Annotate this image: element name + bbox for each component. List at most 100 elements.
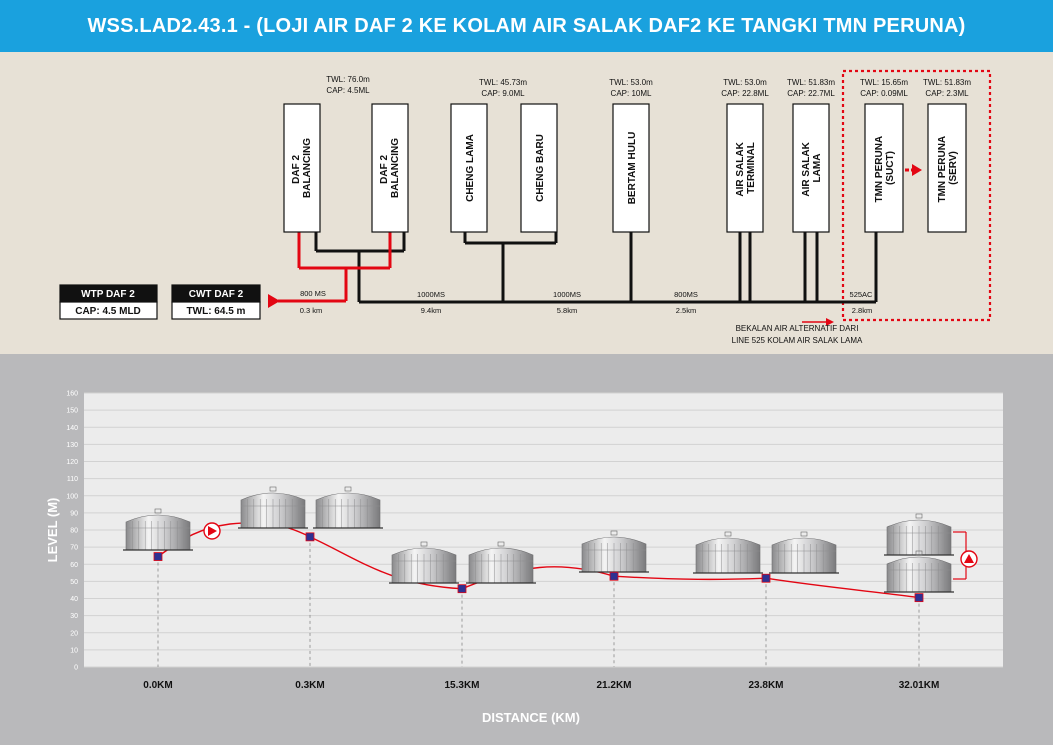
tank-twl: TWL: 51.83m [787, 78, 835, 87]
tank-name: CHENG LAMA [465, 134, 476, 202]
x-tick-label: 21.2KM [596, 680, 631, 691]
x-axis-labels: 0.0KM 0.3KM 15.3KM 21.2KM 23.8KM 32.01KM [143, 680, 939, 691]
schematic-panel: WTP DAF 2 CAP: 4.5 MLD CWT DAF 2 TWL: 64… [0, 52, 1053, 354]
y-tick-label: 130 [66, 442, 78, 449]
tank-daf2-balancing-1: DAF 2 BALANCING TWL: 76.0m CAP: 4.5ML [283, 75, 370, 233]
schematic-svg: WTP DAF 2 CAP: 4.5 MLD CWT DAF 2 TWL: 64… [59, 69, 992, 345]
svg-text:AIR SALAK LAMA: AIR SALAK LAMA [801, 139, 823, 196]
y-tick-label: 60 [70, 562, 78, 569]
svg-text:AIR SALAK TERMINAL: AIR SALAK TERMINAL [735, 139, 757, 196]
svg-text:TMN PERUNA (SUCT): TMN PERUNA (SUCT) [874, 133, 896, 202]
level-marker [914, 593, 924, 603]
y-tick-label: 110 [67, 476, 78, 483]
alternative-arrow-icon [826, 318, 834, 326]
pipe-size: 1000MS [417, 290, 445, 299]
booster-pump-icon [960, 550, 978, 568]
transfer-arrow-icon [912, 164, 922, 176]
tank-label-line1: DAF 2 [291, 155, 302, 184]
level-marker [761, 573, 771, 583]
pipe-length: 5.8km [557, 306, 577, 315]
gridlines [84, 392, 1003, 668]
tank-cheng-lama [389, 541, 459, 584]
tank-cheng-lama: CHENG LAMA TWL: 45.73m CAP: 9.0ML [450, 78, 527, 233]
tank-cap: CAP: 22.8ML [721, 89, 769, 98]
tank-bertam-hulu: BERTAM HULU TWL: 53.0m CAP: 10ML [609, 78, 653, 233]
pipe-length: 9.4km [421, 306, 441, 315]
tank-cap: CAP: 0.09ML [860, 89, 908, 98]
tank-cap: CAP: 9.0ML [481, 89, 525, 98]
tank-air-salak-terminal: AIR SALAK TERMINAL TWL: 53.0m CAP: 22.8M… [721, 78, 769, 233]
y-tick-label: 40 [70, 596, 78, 603]
tank-tmn-peruna-serv: TMN PERUNA (SERV) TWL: 51.83m CAP: 2.3ML [923, 78, 971, 233]
y-tick-label: 80 [70, 528, 78, 535]
pipe-length: 2.5km [676, 306, 696, 315]
tank-twl: TWL: 15.65m [860, 78, 908, 87]
svg-text:DAF 2 BALANCING: DAF 2 BALANCING [379, 138, 401, 198]
inlet-pipe-network [278, 232, 392, 303]
pipe-size: 800 MS [300, 289, 326, 298]
tank-tmn-peruna-suct [884, 550, 954, 593]
cwt-box: CWT DAF 2 TWL: 64.5 m [171, 284, 261, 320]
tank-cheng-baru [466, 541, 536, 584]
tank-tmn-peruna-suct: TMN PERUNA (SUCT) TWL: 15.65m CAP: 0.09M… [860, 78, 908, 233]
y-tick-label: 120 [66, 459, 78, 466]
tank-name: BERTAM HULU [627, 132, 638, 205]
tank-daf2 [123, 508, 193, 551]
pipe-size: 1000MS [553, 290, 581, 299]
y-tick-label: 50 [70, 579, 78, 586]
y-tick-label: 90 [70, 510, 78, 517]
pipe-labels: 800 MS 0.3 km 1000MS 9.4km 1000MS 5.8km … [300, 289, 873, 315]
tank-twl: TWL: 53.0m [723, 78, 767, 87]
pump-icon [203, 522, 221, 540]
alternative-note-line1: BEKALAN AIR ALTERNATIF DARI [736, 324, 859, 333]
tank-twl: TWL: 76.0m [326, 75, 370, 84]
y-tick-label: 30 [70, 613, 78, 620]
alternative-note-line2: LINE 525 KOLAM AIR SALAK LAMA [732, 336, 863, 345]
pipe-size: 800MS [674, 290, 698, 299]
tank-twl: TWL: 53.0m [609, 78, 653, 87]
y-tick-label: 150 [66, 408, 78, 415]
tank-tmn-peruna-serv [884, 513, 954, 556]
level-marker [457, 584, 467, 594]
tank-air-salak-lama [769, 531, 839, 574]
x-tick-label: 0.3KM [295, 680, 324, 691]
pipe-length: 0.3 km [300, 306, 323, 315]
x-tick-label: 15.3KM [444, 680, 479, 691]
tank-air-salak-terminal [693, 531, 763, 574]
wtp-box: WTP DAF 2 CAP: 4.5 MLD [59, 284, 158, 320]
pump-arrow-icon [268, 294, 280, 308]
x-tick-label: 32.01KM [899, 680, 940, 691]
y-tick-label: 70 [70, 545, 78, 552]
svg-text:DAF 2 BALANCING: DAF 2 BALANCING [291, 138, 313, 198]
tank-bertam-hulu [579, 530, 649, 573]
wtp-capacity: CAP: 4.5 MLD [75, 306, 141, 317]
x-axis-title: DISTANCE (KM) [482, 710, 580, 725]
tank-twl: TWL: 51.83m [923, 78, 971, 87]
tank-cap: CAP: 22.7ML [787, 89, 835, 98]
level-marker [153, 552, 163, 561]
tank-cap: CAP: 10ML [611, 89, 652, 98]
x-tick-label: 23.8KM [748, 680, 783, 691]
level-marker [609, 571, 619, 581]
level-marker [305, 532, 315, 542]
tank-name: CHENG BARU [535, 134, 546, 202]
main-pipe-network [314, 232, 878, 304]
tank-daf2-balancing-2 [313, 486, 383, 529]
tank-daf2-balancing-1 [238, 486, 308, 529]
y-tick-label: 160 [66, 391, 78, 398]
tank-air-salak-lama: AIR SALAK LAMA TWL: 51.83m CAP: 22.7ML [787, 78, 835, 233]
tank-cap: CAP: 4.5ML [326, 86, 370, 95]
level-markers [153, 532, 924, 603]
y-tick-label: 0 [74, 665, 78, 672]
cwt-name: CWT DAF 2 [189, 289, 244, 300]
tank-daf2-balancing-2: DAF 2 BALANCING [371, 103, 409, 233]
tank-label-line2: BALANCING [302, 138, 313, 198]
y-axis-ticks: 0 10 20 30 40 50 60 70 80 90 100 110 120 130 140 150 160 [66, 391, 78, 672]
tank-twl: TWL: 45.73m [479, 78, 527, 87]
y-tick-label: 140 [66, 425, 78, 432]
y-axis-title: LEVEL (M) [45, 498, 60, 563]
svg-text:TMN PERUNA (SERV): TMN PERUNA (SERV) [937, 133, 959, 202]
page-title: WSS.LAD2.43.1 - (LOJI AIR DAF 2 KE KOLAM… [0, 0, 1053, 52]
pipe-size: 525AC [850, 290, 874, 299]
